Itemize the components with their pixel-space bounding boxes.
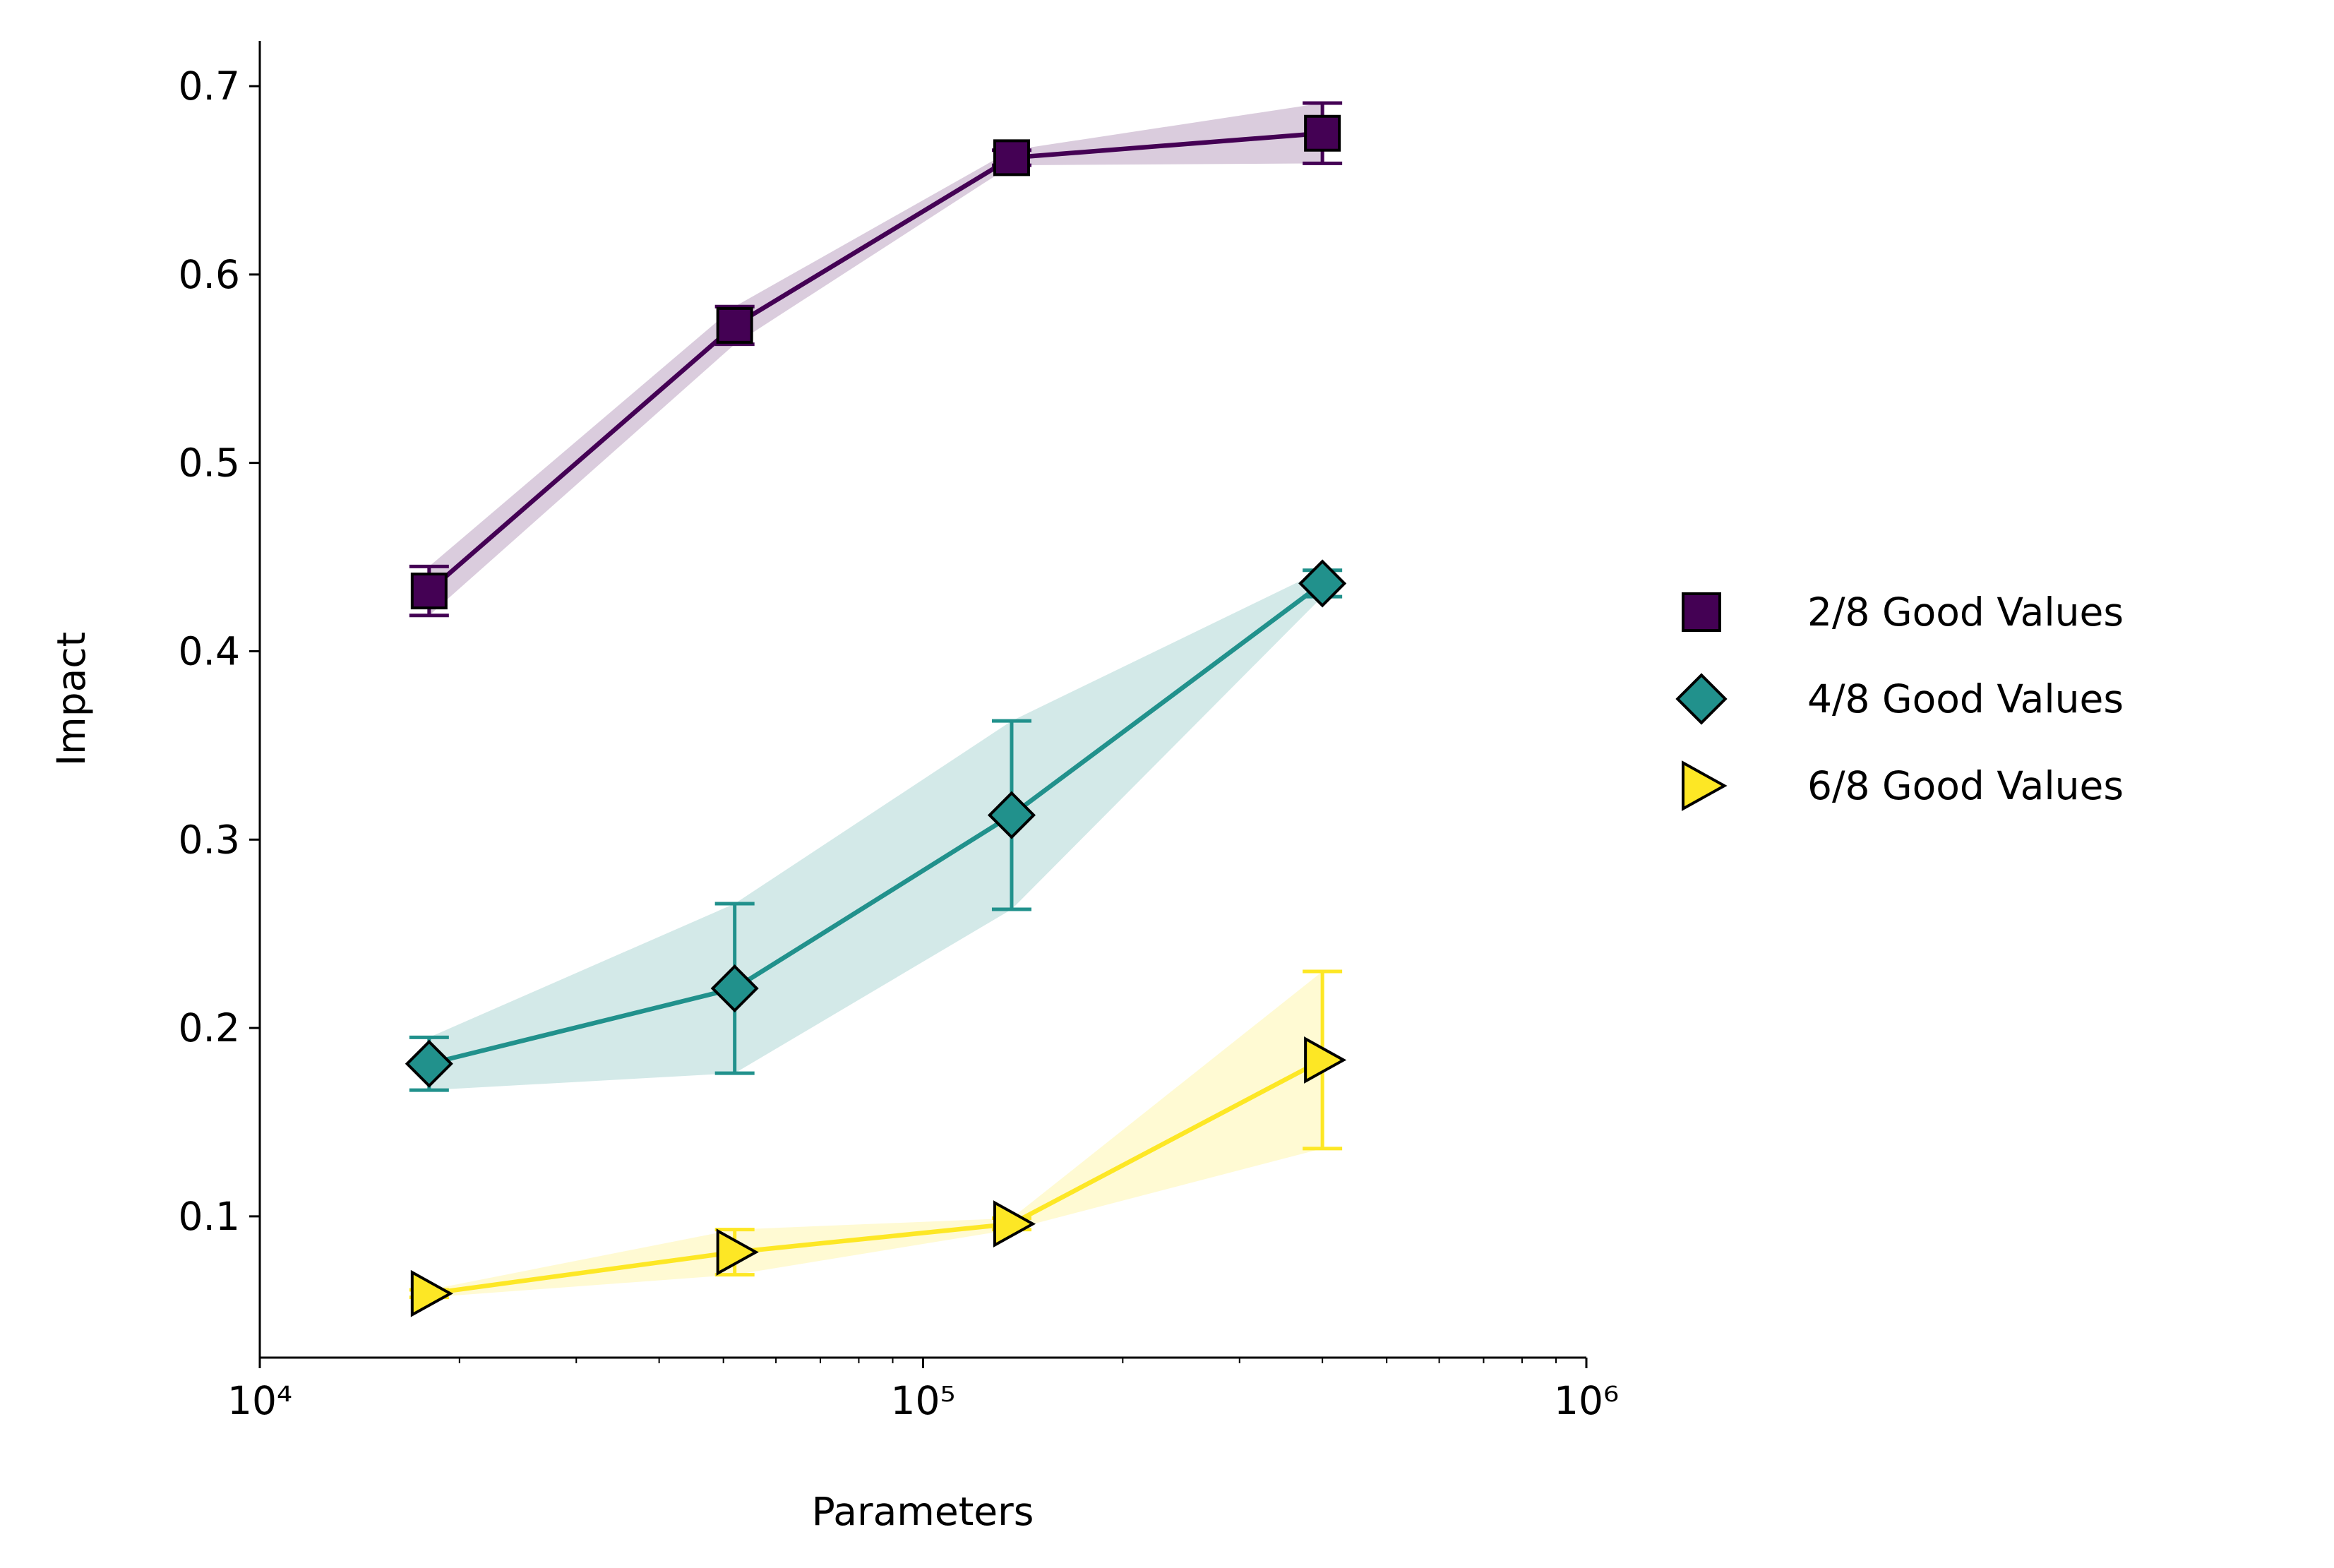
marker [1304,1036,1347,1084]
x-tick-label: 10⁴ [227,1378,292,1423]
marker [987,791,1036,839]
y-tick-label: 0.3 [179,817,240,862]
x-tick-label: 10⁵ [890,1378,955,1423]
error-band [429,971,1323,1298]
marker [993,1200,1036,1247]
series-line [429,1058,1324,1296]
x-axis-label: Parameters [812,1489,1034,1534]
marker [716,306,753,344]
marker [1304,114,1341,152]
error-band [429,103,1323,616]
marker [410,1269,453,1317]
series-line [429,581,1324,1066]
x-tick-label: 10⁶ [1554,1378,1619,1423]
y-tick-label: 0.4 [179,628,240,674]
error-band [429,570,1323,1091]
legend-marker [1682,760,1728,811]
marker [710,964,759,1013]
legend-label: 4/8 Good Values [1807,676,2124,722]
marker [993,139,1030,176]
y-tick-label: 0.2 [179,1005,240,1051]
legend-label: 2/8 Good Values [1807,590,2124,635]
series-line [427,131,1323,593]
y-tick-label: 0.1 [179,1194,240,1239]
y-tick-label: 0.7 [179,64,240,109]
legend-marker [1682,592,1721,632]
marker [410,573,448,610]
y-axis-label: Impact [49,632,94,766]
y-tick-label: 0.5 [179,441,240,486]
marker [1298,559,1347,608]
marker [405,1039,453,1088]
y-tick-label: 0.6 [179,252,240,297]
legend-marker [1675,673,1728,725]
legend-label: 6/8 Good Values [1807,763,2124,808]
marker [716,1228,759,1276]
